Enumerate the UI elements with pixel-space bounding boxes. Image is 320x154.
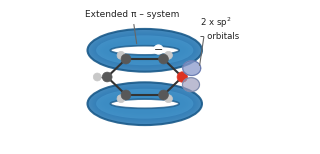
Ellipse shape	[110, 46, 179, 55]
Ellipse shape	[92, 86, 197, 122]
Circle shape	[159, 54, 168, 64]
Ellipse shape	[102, 40, 188, 61]
Ellipse shape	[103, 40, 186, 60]
Ellipse shape	[87, 82, 202, 125]
Ellipse shape	[92, 32, 197, 68]
Circle shape	[121, 90, 131, 100]
Ellipse shape	[90, 84, 200, 123]
Ellipse shape	[109, 45, 180, 56]
Circle shape	[117, 51, 125, 59]
Ellipse shape	[93, 87, 196, 121]
Ellipse shape	[93, 33, 196, 67]
Ellipse shape	[106, 96, 184, 112]
Ellipse shape	[100, 91, 190, 116]
Ellipse shape	[104, 95, 185, 113]
Circle shape	[121, 54, 131, 64]
Ellipse shape	[101, 39, 189, 62]
Circle shape	[159, 90, 168, 100]
Circle shape	[93, 73, 101, 81]
Ellipse shape	[87, 29, 202, 72]
Circle shape	[177, 72, 188, 82]
Circle shape	[164, 95, 172, 103]
Ellipse shape	[89, 30, 201, 71]
Ellipse shape	[87, 29, 202, 72]
Ellipse shape	[96, 35, 193, 65]
Ellipse shape	[95, 34, 195, 66]
Text: 2 x sp$^2$
– orbitals: 2 x sp$^2$ – orbitals	[200, 16, 239, 41]
Polygon shape	[182, 78, 199, 92]
Ellipse shape	[96, 35, 194, 65]
Circle shape	[164, 51, 172, 59]
Ellipse shape	[90, 31, 200, 70]
Ellipse shape	[108, 97, 181, 110]
Ellipse shape	[91, 32, 198, 69]
Ellipse shape	[100, 38, 190, 63]
Ellipse shape	[91, 85, 198, 122]
Ellipse shape	[98, 90, 191, 117]
Ellipse shape	[103, 94, 186, 114]
Ellipse shape	[106, 42, 184, 58]
Text: −: −	[154, 45, 163, 55]
Circle shape	[102, 72, 112, 82]
Ellipse shape	[87, 82, 202, 125]
Ellipse shape	[98, 37, 191, 64]
Ellipse shape	[96, 89, 194, 119]
Ellipse shape	[107, 43, 183, 58]
Ellipse shape	[102, 93, 188, 114]
Ellipse shape	[110, 99, 179, 108]
Polygon shape	[183, 61, 201, 75]
Text: Extended π – system: Extended π – system	[85, 10, 180, 44]
Ellipse shape	[110, 46, 179, 55]
Ellipse shape	[109, 98, 180, 109]
Ellipse shape	[101, 92, 189, 115]
Ellipse shape	[95, 88, 195, 120]
Ellipse shape	[107, 96, 183, 111]
Ellipse shape	[97, 36, 192, 65]
Ellipse shape	[110, 99, 179, 108]
Circle shape	[154, 45, 163, 54]
Circle shape	[117, 95, 125, 103]
Ellipse shape	[108, 44, 181, 57]
Ellipse shape	[96, 89, 193, 119]
Ellipse shape	[104, 41, 185, 59]
Ellipse shape	[89, 83, 201, 124]
Ellipse shape	[97, 89, 192, 118]
